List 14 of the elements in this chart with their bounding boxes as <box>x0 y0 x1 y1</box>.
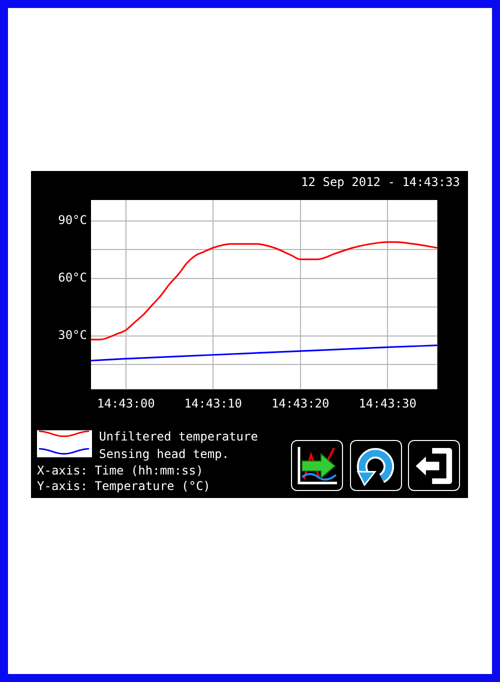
text: X-axis: Time (hh:mm:ss) <box>37 463 204 478</box>
y-tick-label: 30°C <box>58 328 87 342</box>
line-series <box>91 344 438 362</box>
legend-label: Sensing head temp. <box>99 446 230 461</box>
line-series <box>91 241 438 340</box>
y-tick-label: 60°C <box>58 270 87 285</box>
text: Y-axis: Temperature (°C) <box>37 478 210 493</box>
x-tick-label: 14:43:00 <box>96 396 155 411</box>
x-tick-label: 14:43:10 <box>184 396 242 411</box>
x-tick-label: 14:43:20 <box>271 396 330 411</box>
chart-title: 12 Sep 2012 - 14:43:33 <box>301 175 460 190</box>
x-tick-label: 14:43:30 <box>358 396 416 411</box>
legend-label: Unfiltered temperature <box>99 429 258 444</box>
y-tick-label: 90°C <box>58 213 87 228</box>
